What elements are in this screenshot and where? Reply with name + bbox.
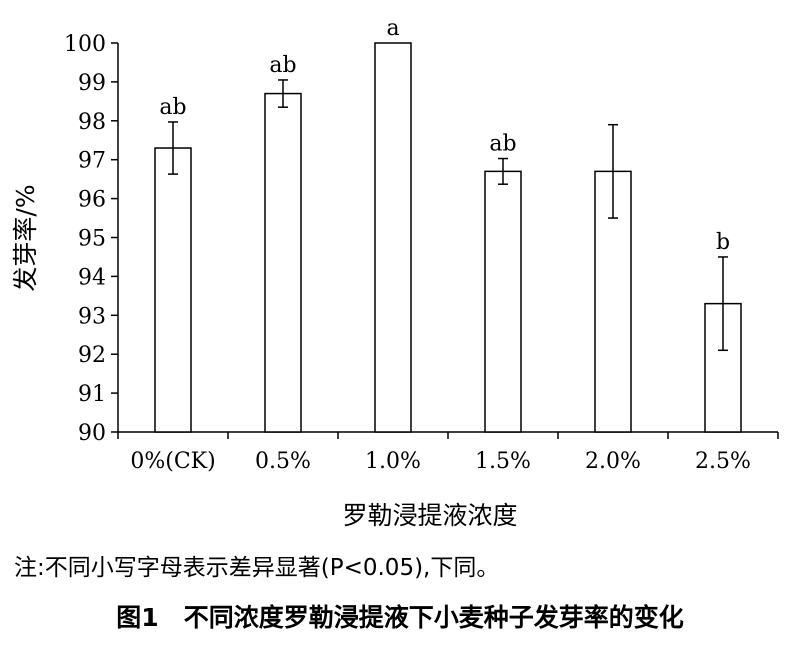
chart-note: 注:不同小写字母表示差异显著(P<0.05),下同。 <box>14 555 500 581</box>
significance-label: a <box>386 16 399 41</box>
y-tick-label: 91 <box>78 382 106 407</box>
y-tick-label: 94 <box>78 265 106 290</box>
significance-label: ab <box>159 95 186 120</box>
y-tick-label: 92 <box>78 343 106 368</box>
bar <box>484 170 522 433</box>
x-axis <box>117 431 779 439</box>
significance-label: b <box>716 230 730 255</box>
y-axis-label: 发芽率/% <box>11 184 40 291</box>
x-axis-label: 罗勒浸提液浓度 <box>342 501 517 530</box>
y-tick-label: 97 <box>78 149 106 174</box>
x-tick-label: 2.0% <box>585 449 641 474</box>
y-tick-label: 99 <box>78 71 106 96</box>
significance-label: ab <box>269 53 296 78</box>
y-tick-label: 100 <box>64 32 106 57</box>
bar <box>264 92 302 433</box>
y-tick-label: 98 <box>78 110 106 135</box>
x-tick-label: 1.0% <box>365 449 421 474</box>
y-tick-label: 90 <box>78 421 106 446</box>
significance-label: ab <box>489 132 516 157</box>
x-tick-label: 0.5% <box>255 449 311 474</box>
y-tick-label: 95 <box>78 227 106 252</box>
y-axis: 90 91 92 93 94 95 96 97 98 99 100 <box>64 32 119 446</box>
bars: ab 0%(CK) ab 0.5% a 1.0% ab 1.5% 2.0% b 2.5% <box>130 16 751 474</box>
y-tick-label: 93 <box>78 304 106 329</box>
x-tick-label: 2.5% <box>695 449 751 474</box>
x-tick-label: 1.5% <box>475 449 531 474</box>
y-tick-label: 96 <box>78 188 106 213</box>
x-tick-label: 0%(CK) <box>130 449 215 474</box>
figure-caption: 图1 不同浓度罗勒浸提液下小麦种子发芽率的变化 <box>116 603 684 632</box>
bar <box>374 42 412 433</box>
bar <box>154 147 192 433</box>
